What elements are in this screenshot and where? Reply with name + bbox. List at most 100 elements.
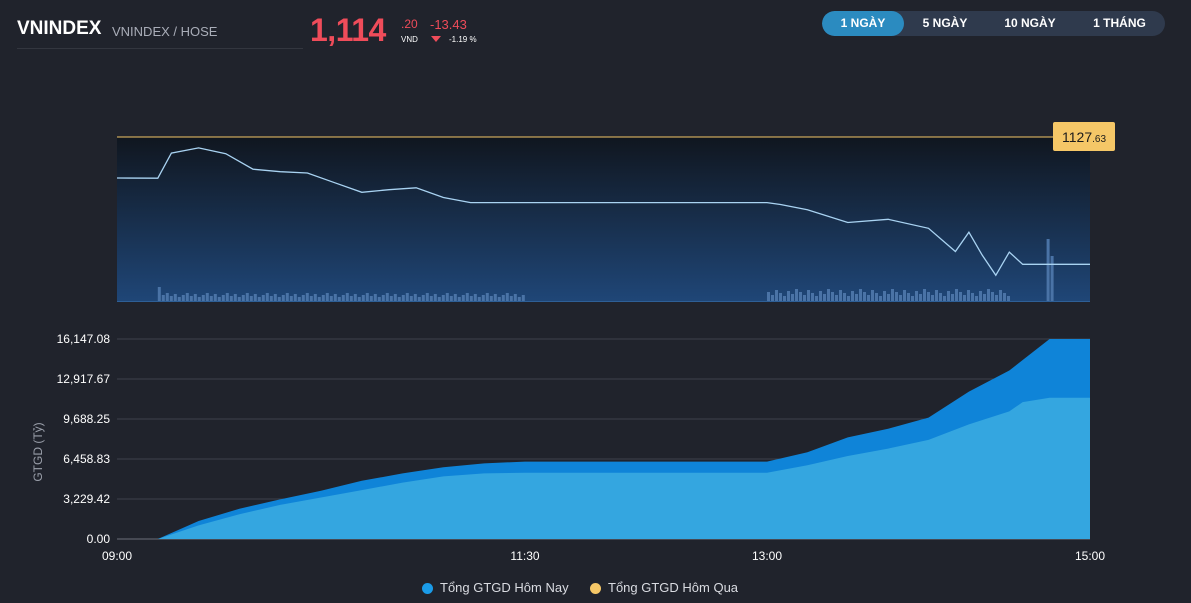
volume-bar <box>767 292 770 301</box>
volume-bar <box>875 293 878 301</box>
volume-bar <box>253 294 257 301</box>
volume-bar <box>289 296 293 301</box>
volume-bar <box>509 296 513 301</box>
volume-bar <box>823 294 826 301</box>
volume-bar <box>867 295 870 301</box>
volume-bar <box>325 293 329 301</box>
volume-bar <box>779 293 782 301</box>
volume-bar <box>775 290 778 301</box>
volume-bar <box>991 292 994 301</box>
index-title-block: VNINDEX VNINDEX / HOSE <box>17 10 303 49</box>
volume-bar <box>221 295 225 301</box>
volume-bar <box>493 294 497 301</box>
volume-bar <box>177 297 181 301</box>
volume-bar <box>911 296 914 301</box>
volume-bar <box>437 297 441 301</box>
volume-bar <box>975 296 978 301</box>
legend-label-today: Tổng GTGD Hôm Nay <box>440 580 569 595</box>
chart-legend: Tổng GTGD Hôm Nay Tổng GTGD Hôm Qua <box>0 578 1191 598</box>
volume-bar <box>457 297 461 301</box>
volume-bar <box>205 293 209 301</box>
volume-bar <box>361 295 365 301</box>
volume-bar <box>401 295 405 301</box>
volume-bar <box>1050 256 1054 301</box>
volume-bar <box>851 291 854 301</box>
volume-bar <box>807 290 810 301</box>
volume-bar <box>197 297 201 301</box>
volume-bars <box>157 239 1054 301</box>
tab-5-days[interactable]: 5 NGÀY <box>922 16 968 30</box>
reference-price-label: 1127.63 <box>1062 129 1106 145</box>
volume-bar <box>959 292 962 301</box>
volume-bar <box>517 297 521 301</box>
volume-bar <box>445 293 449 301</box>
volume-bar <box>995 295 998 301</box>
volume-bar <box>241 295 245 301</box>
volume-bar <box>273 294 277 301</box>
legend-item-yesterday[interactable]: Tổng GTGD Hôm Qua <box>590 578 750 598</box>
volume-bar <box>513 294 517 301</box>
volume-bar <box>193 294 197 301</box>
volume-bar <box>377 297 381 301</box>
legend-item-today[interactable]: Tổng GTGD Hôm Nay <box>422 578 582 598</box>
volume-bar <box>819 291 822 301</box>
trading-value-chart: 0.00 3,229.42 6,458.83 9,688.25 12,917.67 16,… <box>31 332 1105 563</box>
volume-bar <box>393 294 397 301</box>
volume-bar <box>871 290 874 301</box>
volume-bar <box>245 293 249 301</box>
tab-1-month[interactable]: 1 THÁNG <box>1093 16 1146 30</box>
volume-bar <box>373 294 377 301</box>
volume-bar <box>783 296 786 301</box>
x-tick-label: 11:30 <box>510 549 539 563</box>
volume-bar <box>249 296 253 301</box>
volume-bar <box>337 297 341 301</box>
volume-bar <box>863 292 866 301</box>
volume-bar <box>915 291 918 301</box>
volume-bar <box>501 295 505 301</box>
volume-bar <box>265 293 269 301</box>
tab-1-day[interactable]: 1 NGÀY <box>822 11 904 36</box>
volume-bar <box>883 291 886 301</box>
volume-bar <box>831 292 834 301</box>
volume-bar <box>963 295 966 301</box>
price-change-percent: -1.19 % <box>449 35 477 44</box>
volume-bar <box>971 293 974 301</box>
volume-bar <box>277 297 281 301</box>
volume-bar <box>465 293 469 301</box>
y-tick-labels: 0.00 3,229.42 6,458.83 9,688.25 12,917.67 16,… <box>57 332 111 546</box>
volume-bar <box>233 294 237 301</box>
volume-bar <box>425 293 429 301</box>
volume-bar <box>357 297 361 301</box>
x-tick-label: 15:00 <box>1075 549 1105 563</box>
legend-dot-today <box>422 583 433 594</box>
volume-bar <box>935 290 938 301</box>
volume-bar <box>181 295 185 301</box>
x-tick-label: 09:00 <box>102 549 132 563</box>
volume-bar <box>907 293 910 301</box>
volume-bar <box>217 297 221 301</box>
exchange-label: VNINDEX / HOSE <box>112 24 218 39</box>
volume-bar <box>1046 239 1050 301</box>
volume-bar <box>237 297 241 301</box>
volume-bar <box>161 295 165 301</box>
volume-bar <box>895 292 898 301</box>
volume-bar <box>341 295 345 301</box>
volume-bar <box>843 293 846 301</box>
y-tick-label: 6,458.83 <box>63 452 110 466</box>
volume-bar <box>497 297 501 301</box>
price-area-background <box>117 137 1090 301</box>
volume-bar <box>521 295 525 301</box>
volume-bar <box>333 294 337 301</box>
volume-bar <box>309 296 313 301</box>
volume-bar <box>225 293 229 301</box>
volume-bar <box>329 296 333 301</box>
volume-bar <box>321 295 325 301</box>
volume-bar <box>429 296 433 301</box>
tab-10-days[interactable]: 10 NGÀY <box>1004 16 1056 30</box>
volume-bar <box>951 294 954 301</box>
volume-bar <box>799 292 802 301</box>
legend-dot-yesterday <box>590 583 601 594</box>
volume-bar <box>931 295 934 301</box>
volume-bar <box>397 297 401 301</box>
